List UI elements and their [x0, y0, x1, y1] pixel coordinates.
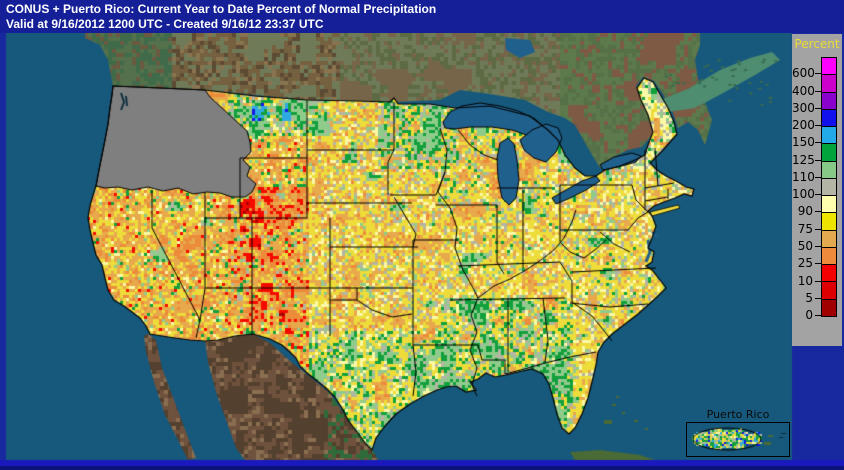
- legend-tick-label: 200: [792, 118, 815, 133]
- legend-swatch: [821, 161, 837, 179]
- legend-tick-label: 100: [792, 187, 815, 202]
- legend-tick-label: 0: [805, 308, 813, 323]
- legend-swatch: [821, 213, 837, 231]
- legend-tick: [815, 90, 822, 92]
- legend-tick: [815, 159, 822, 161]
- legend-tick: [815, 280, 822, 282]
- legend-tick: [815, 73, 822, 75]
- map-subtitle: Valid at 9/16/2012 1200 UTC - Created 9/…: [6, 17, 324, 31]
- map-title: CONUS + Puerto Rico: Current Year to Dat…: [6, 2, 437, 16]
- legend-tick: [815, 315, 822, 317]
- legend-swatch: [821, 92, 837, 110]
- legend-tick: [815, 228, 822, 230]
- legend-tick: [815, 125, 822, 127]
- legend-tick-label: 10: [797, 273, 813, 288]
- legend-tick: [815, 107, 822, 109]
- legend-tick-label: 50: [797, 238, 813, 253]
- legend-tick-label: 5: [805, 290, 813, 305]
- legend-swatch: [821, 299, 837, 317]
- legend-swatch: [821, 247, 837, 266]
- legend-tick-label: 400: [792, 83, 815, 98]
- legend-tick: [815, 297, 822, 299]
- puerto-rico-label: Puerto Rico: [706, 408, 770, 421]
- legend-color-bar: [821, 57, 837, 317]
- legend-tick-label: 75: [797, 221, 813, 236]
- legend-tick: [815, 263, 822, 265]
- legend-tick-label: 300: [792, 100, 815, 115]
- puerto-rico-inset-box: [686, 422, 790, 457]
- precipitation-map-canvas: [0, 33, 844, 470]
- title-bar: CONUS + Puerto Rico: Current Year to Dat…: [0, 0, 844, 33]
- legend-tick: [815, 142, 822, 144]
- legend-swatch: [821, 57, 837, 76]
- legend-tick: [815, 176, 822, 178]
- legend-swatch: [821, 109, 837, 128]
- legend-tick-label: 125: [792, 152, 815, 167]
- legend-tick-label: 25: [797, 256, 813, 271]
- legend-swatch: [821, 282, 837, 300]
- legend-tick-label: 600: [792, 66, 815, 81]
- legend-swatch: [821, 230, 837, 248]
- legend-swatch: [821, 178, 837, 197]
- legend-tick: [815, 245, 822, 247]
- legend-tick: [815, 194, 822, 196]
- legend-swatch: [821, 144, 837, 162]
- legend-tick-label: 90: [797, 204, 813, 219]
- legend-tick-label: 110: [792, 169, 815, 184]
- legend-swatch: [821, 265, 837, 283]
- legend-title: Percent: [794, 37, 840, 51]
- legend-tick: [815, 211, 822, 213]
- legend-panel: Percent 600 400 300 200 150 125 110 100 90 75 50 25…: [792, 34, 842, 346]
- legend-swatch: [821, 196, 837, 214]
- legend-swatch: [821, 127, 837, 145]
- legend-swatch: [821, 75, 837, 93]
- legend-tick-label: 150: [792, 135, 815, 150]
